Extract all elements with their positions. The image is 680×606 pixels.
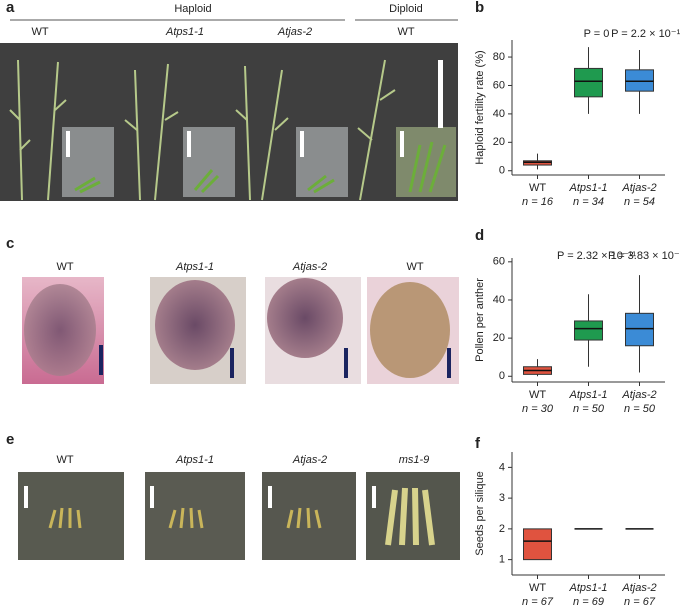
p-label: P = 3.83 × 10⁻¹¹ (608, 250, 680, 262)
y-tick-label: 80 (493, 51, 505, 63)
x-tick-label: Atps1-1 (569, 182, 608, 194)
y-tick-label: 2 (499, 523, 505, 535)
y-tick-label: 40 (493, 108, 505, 120)
y-axis-title: Seeds per silique (474, 471, 486, 555)
y-axis-title: Pollen per anther (474, 278, 486, 362)
column-label: Atps1-1 (175, 261, 214, 273)
n-label: n = 50 (573, 403, 605, 415)
column-label: Atjas-2 (292, 261, 327, 273)
y-tick-label: 20 (493, 136, 505, 148)
scale-bars (66, 60, 443, 157)
x-tick-label: WT (529, 582, 546, 594)
group-label: Haploid (174, 3, 211, 15)
column-label: Atjas-2 (292, 454, 327, 466)
column-label: WT (397, 26, 414, 38)
column-label: Atjas-2 (277, 26, 312, 38)
n-label: n = 50 (624, 403, 656, 415)
panel-label: e (6, 431, 14, 448)
p-label: P = 2.32 × 10⁻¹¹ (557, 250, 636, 262)
n-label: n = 54 (624, 196, 655, 208)
column-label: WT (56, 454, 73, 466)
p-label: P = 2.2 × 10⁻¹² (611, 28, 680, 40)
n-label: n = 16 (522, 196, 554, 208)
n-label: n = 30 (522, 403, 554, 415)
column-label: Atps1-1 (175, 454, 214, 466)
column-label: Atps1-1 (165, 26, 204, 38)
x-tick-label: WT (529, 182, 546, 194)
siliques (74, 141, 447, 194)
x-tick-label: Atjas-2 (621, 582, 656, 594)
x-tick-label: WT (529, 389, 546, 401)
column-label: WT (406, 261, 423, 273)
box (574, 67, 603, 98)
panel-label: d (475, 227, 484, 244)
box (574, 320, 603, 341)
box (625, 312, 654, 347)
column-label: WT (56, 261, 73, 273)
group-label: Diploid (389, 3, 423, 15)
x-tick-label: Atps1-1 (569, 582, 608, 594)
column-label: ms1-9 (399, 454, 430, 466)
x-tick-label: Atps1-1 (569, 389, 608, 401)
p-label: P = 0 (584, 28, 610, 40)
x-tick-label: Atjas-2 (621, 182, 656, 194)
panel-label: a (6, 0, 15, 16)
inset (296, 127, 348, 197)
silique-photos (18, 472, 460, 560)
y-tick-label: 0 (499, 165, 505, 177)
y-tick-label: 20 (493, 332, 505, 344)
box (523, 528, 552, 561)
panel-label: b (475, 0, 484, 16)
y-tick-label: 60 (493, 79, 505, 91)
n-label: n = 34 (573, 196, 604, 208)
y-tick-label: 1 (499, 554, 505, 566)
inset (62, 127, 114, 197)
y-axis-title: Haploid fertility rate (%) (474, 50, 486, 164)
panel-label: f (475, 435, 481, 452)
y-tick-label: 60 (493, 256, 505, 268)
y-tick-label: 0 (499, 370, 505, 382)
column-label: WT (31, 26, 48, 38)
n-label: n = 67 (522, 596, 554, 606)
n-label: n = 67 (624, 596, 656, 606)
y-tick-label: 4 (499, 461, 505, 473)
n-label: n = 69 (573, 596, 604, 606)
y-tick-label: 40 (493, 294, 505, 306)
plants (9, 59, 396, 201)
pollen-photos (22, 277, 459, 384)
panel-label: c (6, 235, 14, 252)
y-tick-label: 3 (499, 492, 505, 504)
x-tick-label: Atjas-2 (621, 389, 656, 401)
